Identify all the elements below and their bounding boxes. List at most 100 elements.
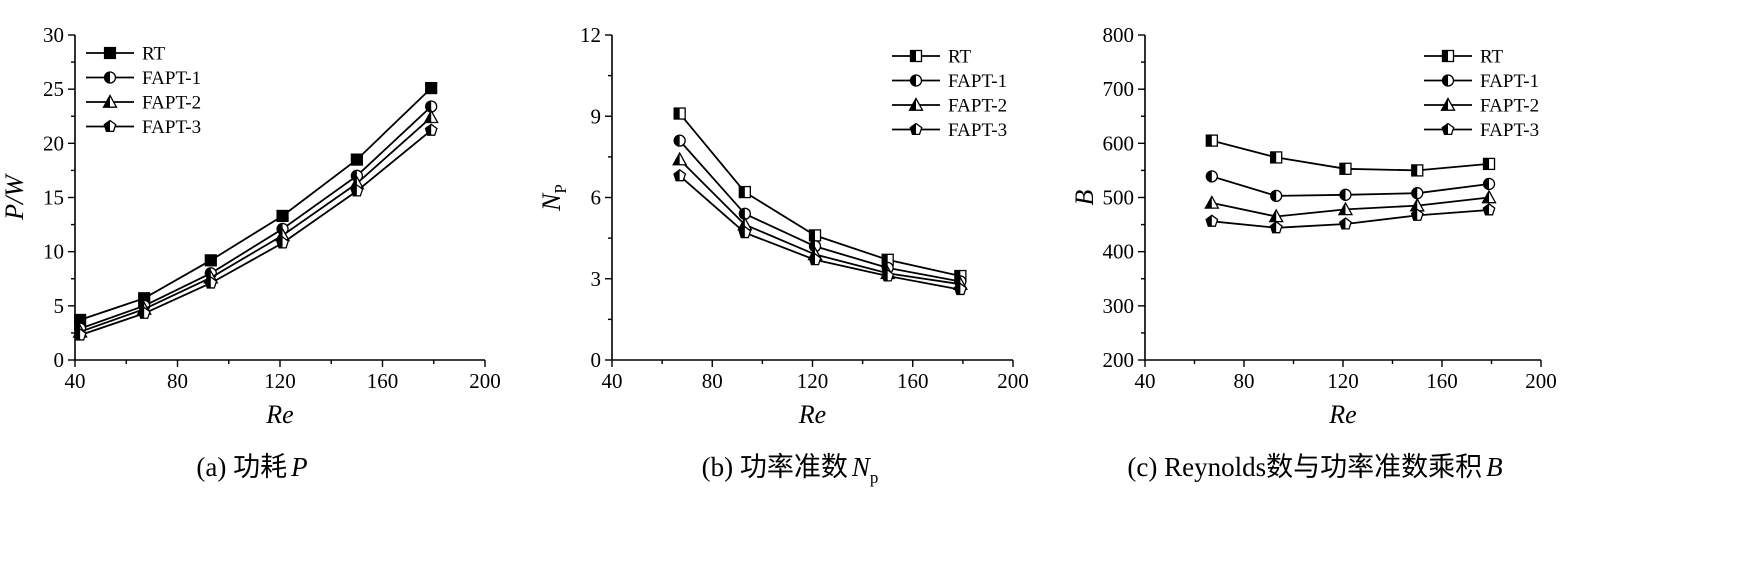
data-point-FAPT-3 <box>137 306 151 319</box>
data-point-FAPT-2 <box>1204 195 1220 209</box>
legend-marker <box>103 71 117 84</box>
data-point-RT <box>1205 134 1218 147</box>
legend: RT FAPT-1 FAPT-2 FAPT-3 <box>86 44 201 138</box>
x-tick-label: 80 <box>1234 369 1255 393</box>
x-tick-label: 200 <box>1525 369 1557 393</box>
data-point-FAPT-1 <box>1411 187 1424 200</box>
legend-label: RT <box>948 47 972 68</box>
legend-label: FAPT-1 <box>1480 71 1539 92</box>
y-tick-label: 700 <box>1103 77 1135 101</box>
legend: RT FAPT-1 FAPT-2 FAPT-3 <box>1424 47 1539 141</box>
series-FAPT-2 <box>672 151 968 291</box>
data-point-FAPT-1 <box>673 134 686 147</box>
x-tick-label: 200 <box>997 369 1029 393</box>
data-point-FAPT-1 <box>1339 188 1352 201</box>
legend-marker <box>1441 49 1455 63</box>
y-tick-label: 800 <box>1103 23 1135 47</box>
series-line-FAPT-2 <box>679 158 961 286</box>
caption-symbol: P <box>290 452 308 482</box>
data-point-FAPT-2 <box>1337 201 1354 216</box>
panel-caption: (b) 功率准数 Np <box>702 452 879 487</box>
data-point-RT <box>1411 164 1424 177</box>
y-tick-label: 200 <box>1103 348 1135 372</box>
legend-marker <box>1440 97 1456 111</box>
y-tick-label: 500 <box>1103 186 1135 210</box>
x-tick-label: 40 <box>65 369 86 393</box>
data-point-RT <box>350 153 363 166</box>
x-tick-label: 160 <box>1426 369 1458 393</box>
y-tick-label: 5 <box>54 294 65 318</box>
data-point-FAPT-3 <box>673 169 687 182</box>
data-point-RT <box>204 254 217 267</box>
data-point-FAPT-3 <box>953 282 967 296</box>
y-tick-label: 300 <box>1103 294 1135 318</box>
x-tick-label: 120 <box>264 369 296 393</box>
series-RT <box>74 81 438 327</box>
data-point-FAPT-3 <box>1410 208 1424 221</box>
legend-marker <box>102 94 118 108</box>
y-tick-label: 600 <box>1103 131 1135 155</box>
x-tick-label: 40 <box>602 369 623 393</box>
y-tick-label: 15 <box>43 186 64 210</box>
data-point-RT <box>738 185 751 199</box>
y-axis-title: NP <box>537 184 570 212</box>
caption-text: (b) 功率准数 <box>702 452 848 482</box>
x-axis-title: Re <box>1328 400 1356 429</box>
data-point-RT <box>1482 157 1496 171</box>
legend-marker <box>103 119 117 133</box>
chart-panel-2: 40 80 120 160 200036912ReNPRTFAPT-1FAPT-2FAP… <box>537 23 1029 487</box>
data-point-FAPT-3 <box>424 123 438 136</box>
caption-symbol: N <box>851 452 872 482</box>
legend-label: RT <box>1480 47 1504 68</box>
legend-label: FAPT-1 <box>142 68 201 89</box>
legend-label: FAPT-2 <box>1480 96 1539 117</box>
panel-caption: (c) Reynolds数与功率准数乘积 B <box>1127 452 1502 482</box>
x-axis-title: Re <box>265 400 293 429</box>
data-point-RT <box>1270 151 1283 164</box>
legend-marker <box>1441 74 1455 87</box>
data-point-FAPT-3 <box>73 328 87 341</box>
data-point-RT <box>276 209 289 223</box>
x-tick-label: 80 <box>167 369 188 393</box>
series-line-FAPT-1 <box>79 105 432 330</box>
chart-panel-3: 40 80 120 160 200 200 300 400 500 600 700 800 Re B RT F… <box>1070 23 1557 482</box>
y-tick-label: 400 <box>1103 240 1135 264</box>
y-tick-label: 0 <box>54 348 65 372</box>
data-point-RT <box>1339 162 1352 175</box>
y-tick-label: 20 <box>43 131 64 155</box>
data-point-FAPT-2 <box>1481 189 1497 204</box>
x-tick-label: 160 <box>367 369 399 393</box>
y-tick-label: 6 <box>591 186 602 210</box>
legend-marker <box>909 122 923 136</box>
series-FAPT-3 <box>73 123 438 341</box>
x-axis-title: Re <box>798 400 826 429</box>
y-tick-label: 30 <box>43 23 64 47</box>
legend: RT FAPT-1 FAPT-2 FAPT-3 <box>892 47 1007 141</box>
x-tick-label: 120 <box>797 369 829 393</box>
series-line-FAPT-2 <box>79 116 432 333</box>
series-line-RT <box>679 112 961 277</box>
series-FAPT-1 <box>673 134 967 288</box>
series-FAPT-3 <box>1205 203 1496 234</box>
series-RT <box>1205 134 1496 177</box>
legend-label: FAPT-2 <box>142 93 201 114</box>
y-axis-title: P/W <box>0 173 29 221</box>
data-point-FAPT-1 <box>1482 177 1496 191</box>
legend-label: FAPT-2 <box>948 96 1007 117</box>
legend-label: FAPT-3 <box>142 117 201 138</box>
series-FAPT-3 <box>673 169 967 296</box>
data-point-FAPT-1 <box>1205 170 1218 183</box>
legend-label: FAPT-3 <box>1480 120 1539 141</box>
series-FAPT-1 <box>1205 170 1496 203</box>
data-point-RT <box>673 107 686 120</box>
x-tick-label: 120 <box>1327 369 1359 393</box>
data-point-RT <box>808 229 822 242</box>
panel-caption: (a) 功耗 P <box>196 452 307 482</box>
legend-marker <box>1441 122 1455 136</box>
y-tick-label: 12 <box>580 23 601 47</box>
y-axis-title-subscript: P <box>551 184 570 193</box>
x-tick-label: 200 <box>469 369 501 393</box>
data-point-FAPT-3 <box>738 225 752 239</box>
data-point-FAPT-3 <box>1269 221 1283 234</box>
x-tick-label: 40 <box>1135 369 1156 393</box>
